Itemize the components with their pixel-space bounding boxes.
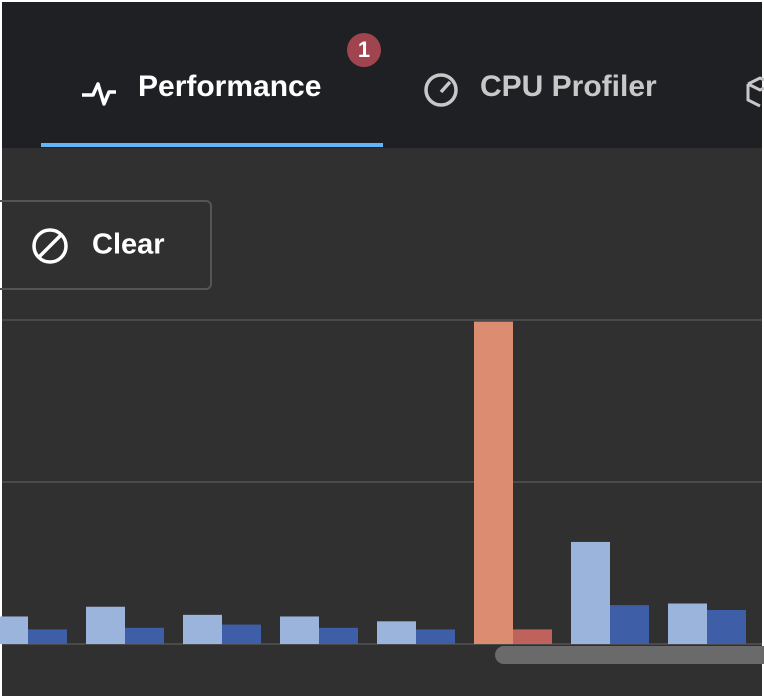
frame-bar [707,609,746,644]
performance-tab[interactable]: Performance 1 [41,33,383,147]
frame-bar [125,627,164,644]
badge-count: 1 [358,37,370,62]
frame-bar [513,629,552,644]
frame-bar [416,629,455,644]
frame-bar [377,621,416,644]
frame-bar [668,603,707,644]
frame-bar [319,627,358,644]
frame-bar [474,321,513,644]
tab-label: Performance [138,70,321,103]
frame-bar [222,624,261,644]
pulse-icon [82,82,116,106]
gauge-needle [439,80,452,94]
frame-bar [610,605,649,644]
active-tab-indicator [41,143,383,147]
clear-button[interactable]: Clear [0,200,212,290]
tab-label: CPU Profiler [480,70,657,103]
cpu-profiler-tab[interactable]: CPU Profiler [424,70,764,108]
clear-icon [32,228,68,264]
tab-bar [2,2,762,148]
frame-bar [280,616,319,644]
gauge-icon [424,73,458,107]
frame-bar [86,606,125,644]
frame-bar [183,614,222,644]
button-label: Clear [92,229,165,261]
frame-bar [28,629,67,644]
frames-chart [0,319,762,645]
frame-bar [0,616,28,644]
cube-icon [746,76,764,108]
badge [347,33,381,67]
clear-icon-slash [37,233,63,259]
scrollbar[interactable] [495,646,764,664]
button-frame [0,200,212,290]
frame-bar [571,541,610,644]
